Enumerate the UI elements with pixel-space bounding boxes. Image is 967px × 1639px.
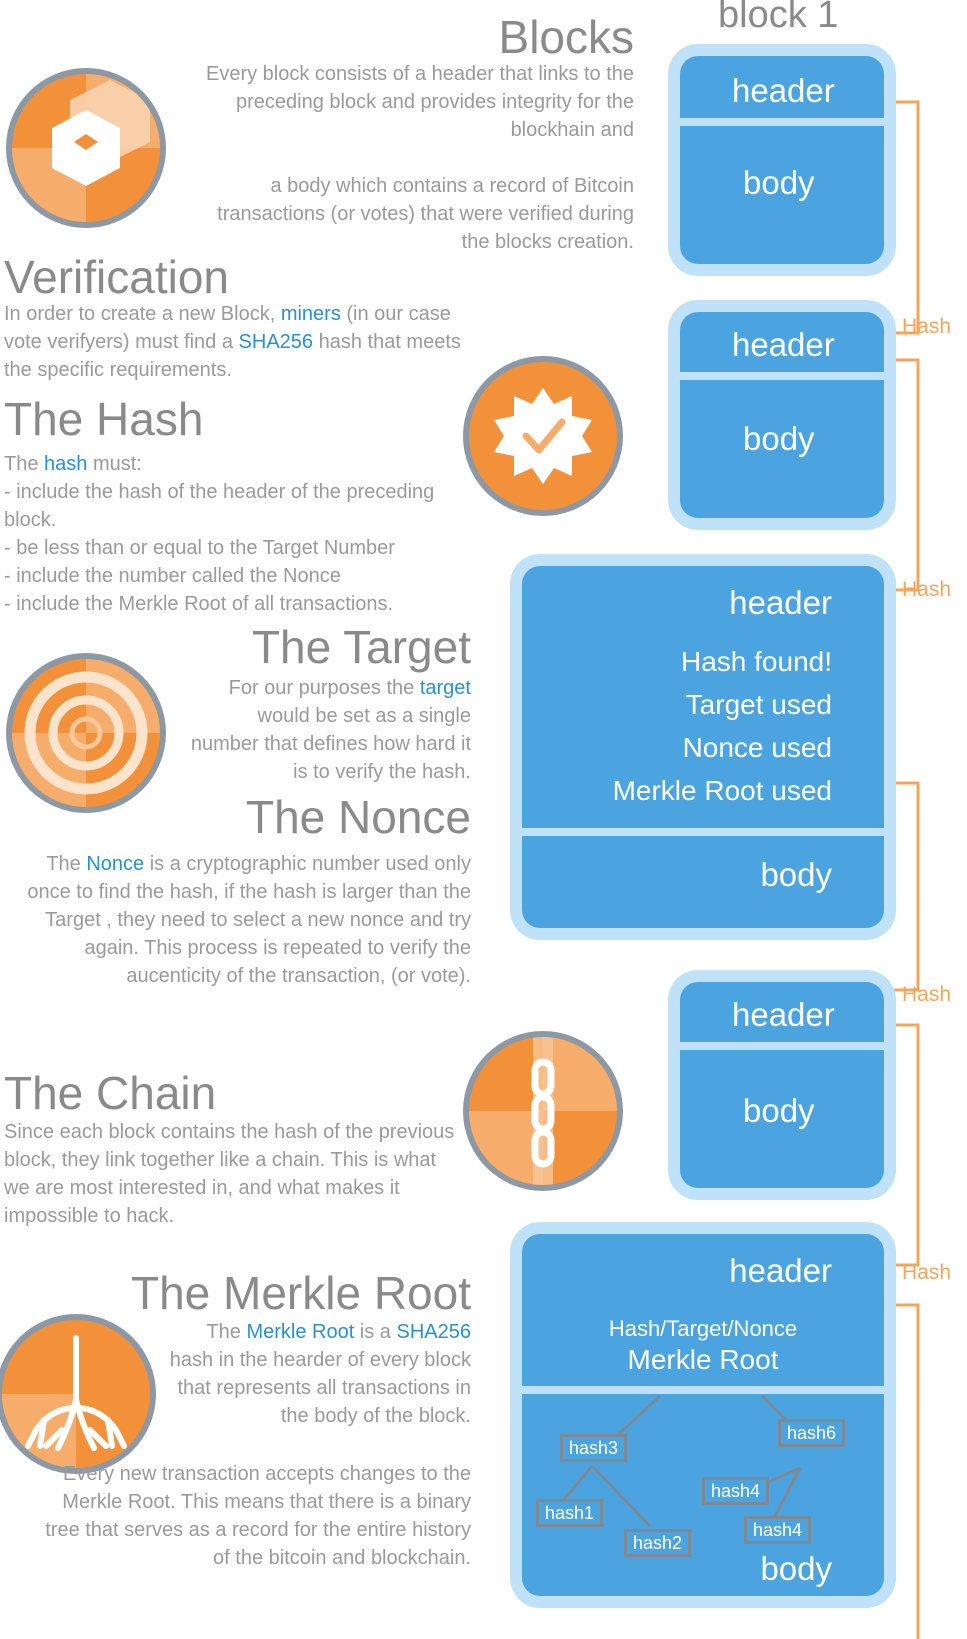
nonce-title: The Nonce — [245, 791, 471, 843]
tree-hash1: hash1 — [536, 1499, 604, 1527]
hash-link-label: Hash — [902, 315, 952, 338]
keyword-miners: miners — [280, 303, 341, 325]
block-1: header body — [668, 44, 896, 276]
block-header-label: header — [732, 72, 835, 109]
tree-hash4b: hash4 — [744, 1516, 812, 1544]
blocks-paragraph-2: a body which contains a record of Bitcoi… — [217, 175, 634, 253]
block-header-label: header — [732, 326, 835, 363]
merkle-sub-text: Hash/Target/Nonce — [608, 1316, 798, 1341]
target-text: For our purposes the target would be set… — [190, 677, 471, 783]
target-used-text: Target used — [685, 689, 832, 720]
hash-link-label: Hash — [902, 983, 952, 1006]
target-title: The Target — [251, 621, 471, 673]
nonce-text: The Nonce is a cryptographic number used… — [27, 853, 471, 987]
block-body-label: body — [743, 1092, 815, 1129]
blocks-title: Blocks — [498, 11, 634, 63]
tree-hash6: hash6 — [778, 1419, 846, 1447]
hash-requirement: - include the Merkle Root of all transac… — [4, 593, 394, 615]
verification-text: In order to create a new Block, miners (… — [4, 303, 461, 381]
keyword-nonce: Nonce — [86, 853, 145, 875]
hash-requirement: - include the number called the Nonce — [4, 565, 341, 587]
hash-link-label: Hash — [902, 1261, 952, 1284]
tree-hash2: hash2 — [624, 1529, 692, 1557]
keyword-hash: hash — [44, 453, 88, 475]
chain-text: Since each block contains the hash of th… — [4, 1121, 455, 1227]
block1-label: block 1 — [718, 0, 839, 36]
nonce-used-text: Nonce used — [682, 732, 832, 763]
hash-requirement: - be less than or equal to the Target Nu… — [4, 537, 395, 559]
block-5-merkle: header Hash/Target/Nonce Merkle Root has… — [510, 1222, 896, 1608]
block-body-label: body — [743, 420, 815, 457]
hash-title: The Hash — [4, 393, 204, 445]
merkle-used-text: Merkle Root used — [612, 775, 832, 806]
keyword-target: target — [419, 677, 471, 699]
keyword-sha256: SHA256 — [396, 1321, 472, 1343]
block-header-label: header — [729, 584, 832, 621]
block-4: header body — [668, 970, 896, 1200]
merkle-paragraph-2: Every new transaction accepts changes to… — [45, 1463, 471, 1569]
hash-link-label: Hash — [902, 578, 952, 601]
tree-hash4: hash4 — [702, 1477, 770, 1505]
block-header-label: header — [729, 1252, 832, 1289]
hash-text: The hash must: - include the hash of the… — [4, 450, 474, 618]
merkle-title: The Merkle Root — [130, 1267, 471, 1319]
hash-found-text: Hash found! — [681, 646, 832, 677]
block-header-label: header — [732, 996, 835, 1033]
block-body-label: body — [743, 164, 815, 201]
merkle-text: The Merkle Root is a SHA256 hash in the … — [169, 1321, 472, 1427]
hash-requirement: - include the hash of the header of the … — [4, 481, 435, 531]
blocks-paragraph-1: Every block consists of a header that li… — [206, 63, 634, 141]
block-body-label: body — [760, 856, 832, 893]
merkle-root-text: Merkle Root — [627, 1344, 779, 1375]
tree-hash3: hash3 — [560, 1434, 628, 1462]
block-3-hash-found: header Hash found! Target used Nonce use… — [510, 554, 896, 940]
keyword-sha256: SHA256 — [238, 331, 314, 353]
block-body-label: body — [760, 1550, 832, 1587]
block-2: header body — [668, 300, 896, 530]
keyword-merkle-root: Merkle Root — [246, 1321, 355, 1343]
chain-title: The Chain — [4, 1067, 217, 1119]
verification-title: Verification — [4, 251, 230, 303]
